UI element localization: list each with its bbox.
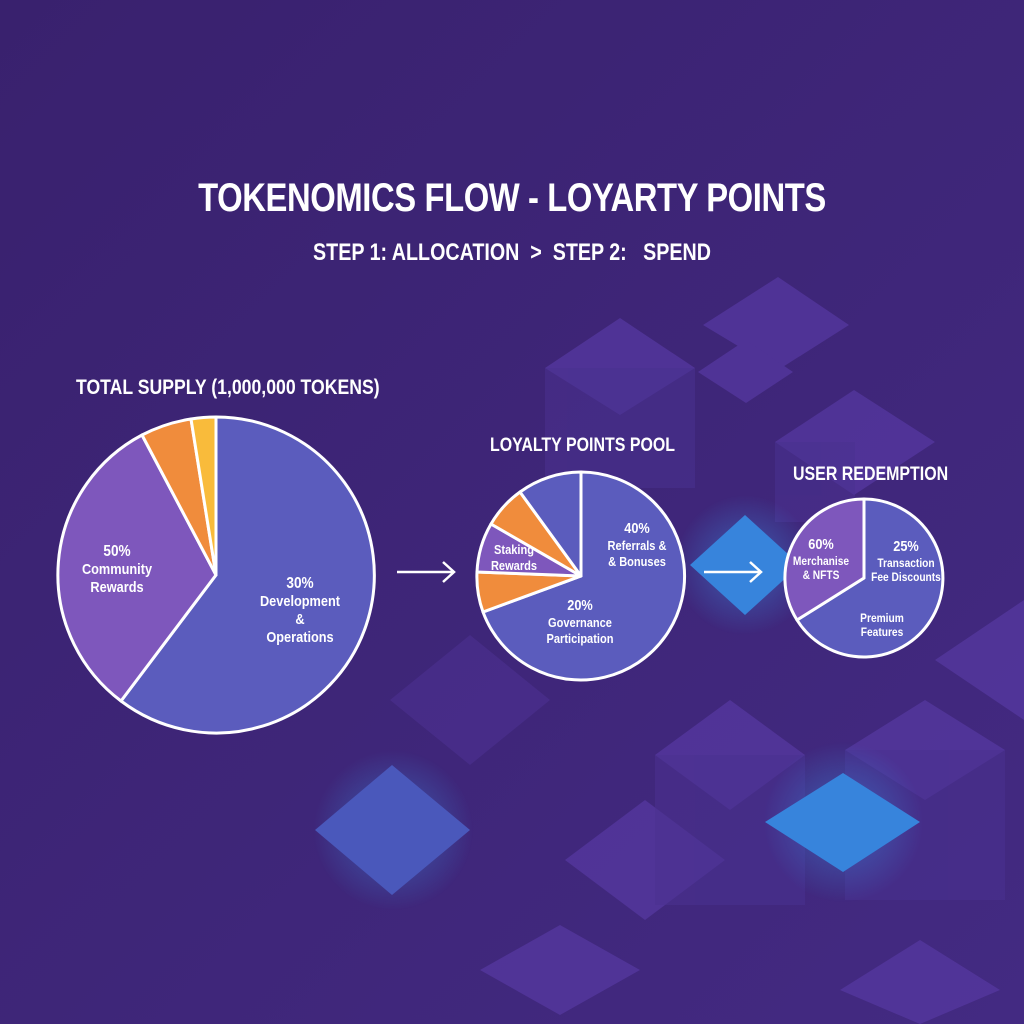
label-development-operations: 30% Development & Operations: [259, 575, 341, 647]
slice-referrals-governance: [481, 470, 687, 682]
slice-yellow-minor: [189, 415, 218, 577]
slice-development-operations: [119, 415, 376, 735]
label-community-rewards: 50% Community Rewards: [81, 543, 153, 597]
user-redemption-pie: [783, 497, 945, 659]
label-governance-participation: 20% Governance Participation: [546, 597, 614, 646]
slice-fees-premium: [795, 497, 945, 659]
flow-steps-subtitle: STEP 1: ALLOCATION > STEP 2: SPEND: [313, 239, 711, 266]
label-transaction-fee-discounts: 25% Transaction Fee Discounts: [871, 538, 941, 585]
loyalty-pool-pie: [475, 470, 687, 682]
slice-blue-minor: [518, 470, 583, 578]
arrow-right-icon: [704, 561, 763, 583]
user-redemption-title: USER REDEMPTION: [793, 464, 949, 485]
label-premium-features: Premium Features: [860, 611, 904, 640]
highlight-cube-cyan: [765, 773, 920, 872]
loyalty-pool-title: LOYALTY POINTS POOL: [490, 435, 676, 456]
slice-merchandise-nfts: [783, 497, 866, 622]
arrow-right-icon: [397, 561, 456, 583]
label-referrals-bonuses: 40% Referrals & & Bonuses: [607, 520, 667, 569]
page-title: TOKENOMICS FLOW - LOYARTY POINTS: [198, 176, 826, 220]
label-merchandise-nfts: 60% Merchanise & NFTS: [792, 536, 850, 583]
highlight-cube-blue: [315, 765, 470, 895]
total-supply-pie: [56, 415, 376, 735]
label-staking-rewards: Staking Rewards: [490, 542, 538, 573]
highlight-cube-arrow: [690, 515, 800, 615]
total-supply-title: TOTAL SUPPLY (1,000,000 TOKENS): [76, 376, 380, 399]
